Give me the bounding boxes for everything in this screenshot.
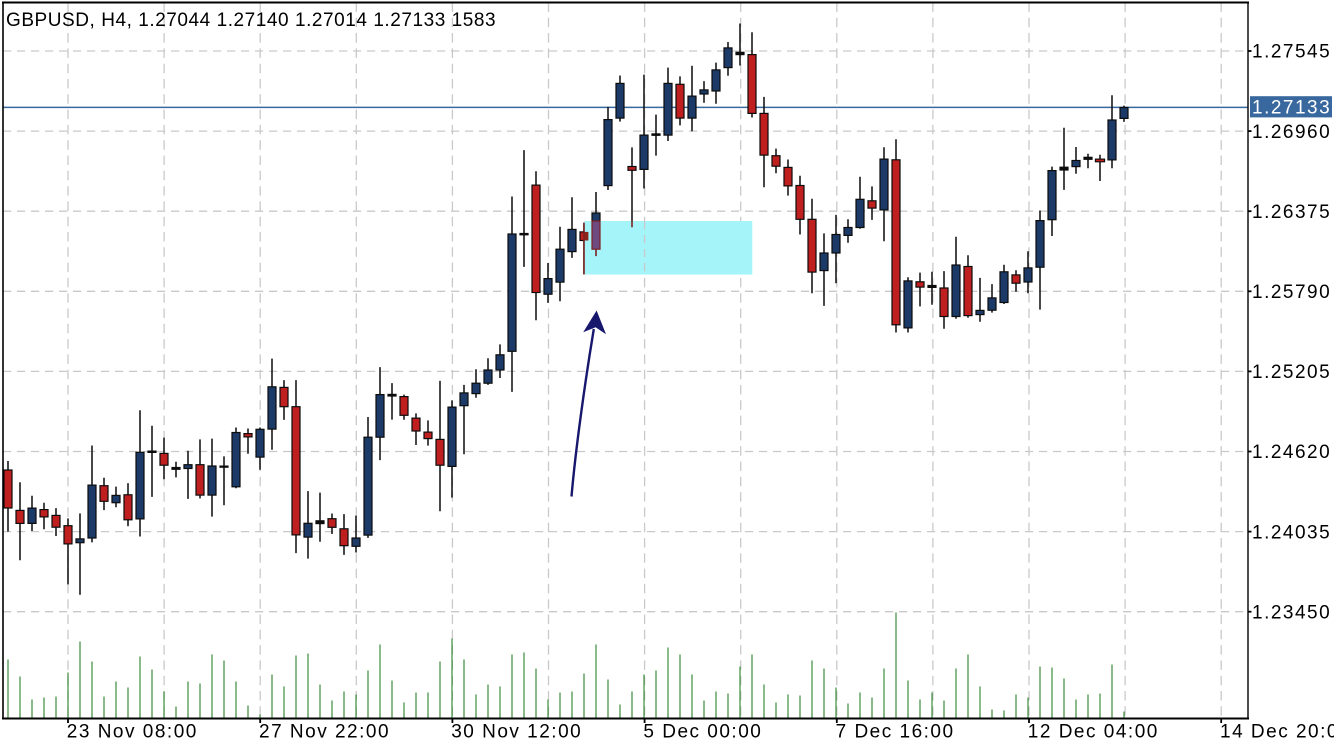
svg-text:1.25205: 1.25205 (1252, 362, 1331, 383)
svg-text:30 Nov 12:00: 30 Nov 12:00 (451, 722, 582, 743)
svg-text:5 Dec 00:00: 5 Dec 00:00 (643, 722, 762, 743)
svg-text:1.25790: 1.25790 (1252, 282, 1331, 303)
svg-text:1.26375: 1.26375 (1252, 202, 1331, 223)
svg-text:7 Dec 16:00: 7 Dec 16:00 (836, 722, 955, 743)
svg-text:14 Dec 20:0: 14 Dec 20:0 (1220, 722, 1334, 743)
svg-text:12 Dec 04:00: 12 Dec 04:00 (1028, 722, 1159, 743)
svg-text:GBPUSD, H4, 1.27044 1.27140 1.: GBPUSD, H4, 1.27044 1.27140 1.27014 1.27… (6, 10, 496, 31)
svg-text:1.24620: 1.24620 (1252, 442, 1331, 463)
svg-text:27 Nov 22:00: 27 Nov 22:00 (259, 722, 390, 743)
svg-text:1.27133: 1.27133 (1252, 98, 1331, 119)
svg-text:1.27545: 1.27545 (1252, 42, 1331, 63)
svg-text:1.26960: 1.26960 (1252, 122, 1331, 143)
svg-text:1.24035: 1.24035 (1252, 522, 1331, 543)
svg-text:23 Nov 08:00: 23 Nov 08:00 (67, 722, 198, 743)
svg-text:1.23450: 1.23450 (1252, 602, 1331, 623)
